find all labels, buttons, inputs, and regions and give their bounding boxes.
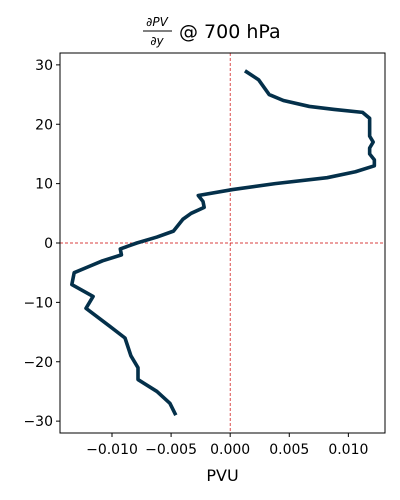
title-numerator: ∂PV — [146, 15, 168, 29]
title-suffix: @ 700 hPa — [179, 21, 281, 43]
y-tick-label: 10 — [35, 177, 53, 193]
y-tick-label: −10 — [23, 295, 53, 311]
series-line-0 — [70, 69, 377, 416]
title-denominator: ∂y — [150, 34, 164, 48]
y-tick-label: −30 — [23, 414, 53, 430]
x-tick-label: −0.005 — [145, 442, 197, 458]
x-axis: −0.010 −0.005 0.000 0.005 0.010 — [86, 433, 368, 458]
x-tick-label: 0.010 — [328, 442, 368, 458]
chart-title: ∂PV ∂y @ 700 hPa — [143, 15, 281, 48]
y-tick-label: 30 — [35, 58, 53, 74]
x-tick-label: 0.000 — [210, 442, 250, 458]
y-tick-label: −20 — [23, 355, 53, 371]
series-layer — [70, 69, 377, 416]
x-tick-label: 0.005 — [269, 442, 309, 458]
reference-lines — [60, 53, 385, 433]
y-axis: −30 −20 −10 0 10 20 30 — [23, 58, 60, 430]
x-axis-title: PVU — [206, 466, 238, 485]
x-tick-label: −0.010 — [86, 442, 138, 458]
y-tick-label: 20 — [35, 117, 53, 133]
y-tick-label: 0 — [44, 236, 53, 252]
